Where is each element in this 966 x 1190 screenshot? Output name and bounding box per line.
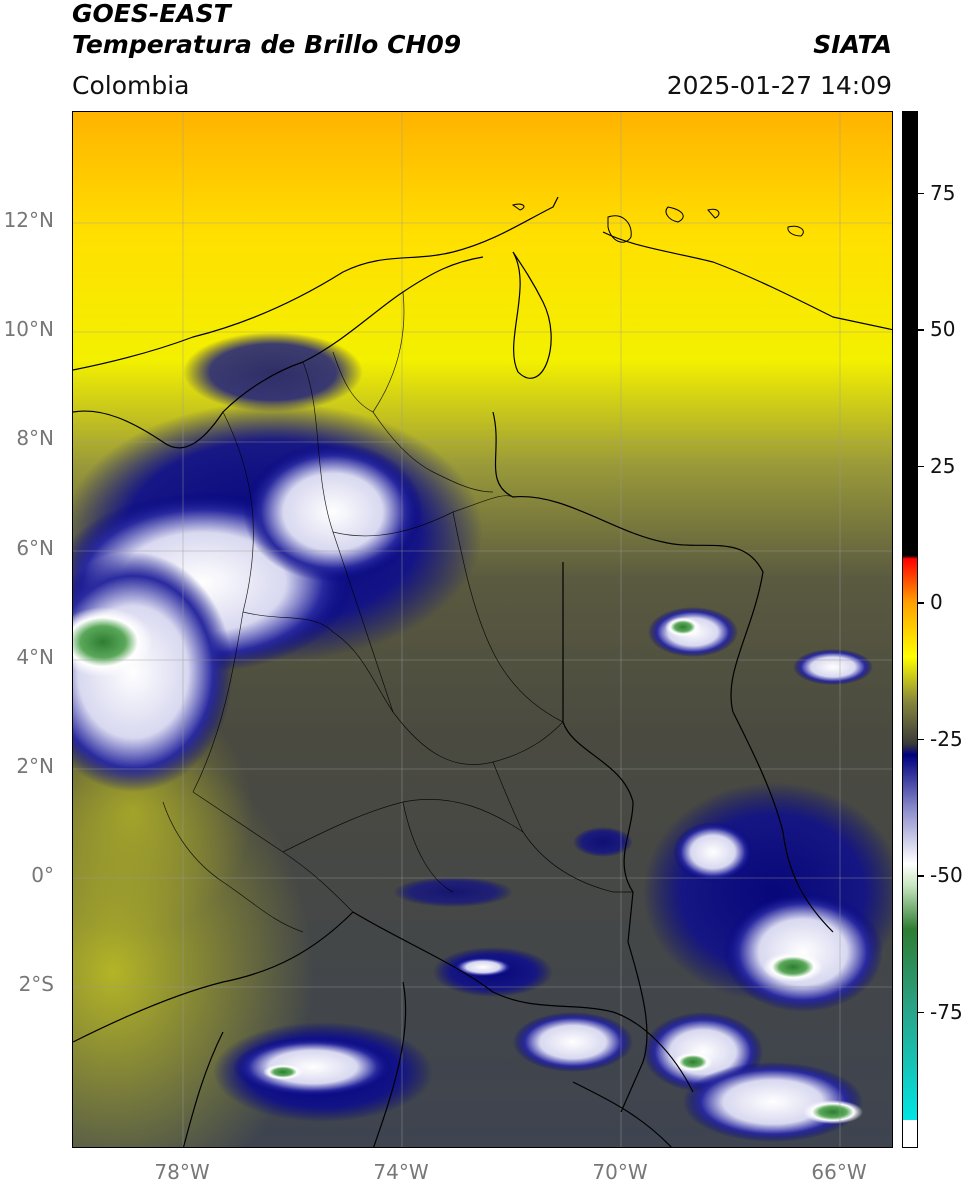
title-product: Temperatura de Brillo CH09 — [72, 30, 462, 59]
colorbar-tick-mark — [918, 192, 924, 195]
lon-label: 74°W — [373, 1160, 429, 1184]
lat-label: 2°N — [16, 753, 54, 778]
islands — [511, 203, 804, 243]
colorbar — [902, 111, 918, 1148]
timestamp: 2025-01-27 14:09 — [666, 71, 892, 100]
lat-label: 4°N — [16, 644, 54, 669]
country-borders — [73, 196, 892, 1147]
colorbar-tick-label: -75 — [930, 999, 963, 1024]
colorbar-tick-mark — [918, 329, 924, 331]
colorbar-tick-label: 25 — [930, 453, 956, 478]
colorbar-tick-label: 75 — [930, 180, 956, 205]
lat-label: 10°N — [3, 317, 54, 342]
lon-label: 66°W — [811, 1160, 867, 1184]
cloud-masses — [73, 332, 892, 1142]
lon-label: 70°W — [592, 1160, 648, 1184]
department-borders — [162, 291, 633, 933]
lat-label: 8°N — [16, 426, 54, 451]
title-satellite: GOES-EAST — [72, 0, 231, 28]
colorbar-tick-mark — [918, 875, 924, 877]
colorbar-tick-label: -25 — [930, 726, 963, 751]
colorbar-tick-mark — [918, 465, 924, 468]
colorbar-tick-label: -50 — [930, 863, 963, 888]
lat-label: 2°S — [18, 972, 54, 997]
satellite-map[interactable] — [72, 111, 893, 1148]
lat-label: 6°N — [16, 535, 54, 560]
colorbar-tick-label: 0 — [930, 590, 943, 615]
colorbar-tick-mark — [918, 602, 924, 604]
gridlines — [73, 112, 892, 1147]
lat-label: 12°N — [3, 208, 54, 233]
lat-label: 0° — [31, 863, 54, 888]
colorbar-tick-mark — [918, 738, 924, 741]
region-label: Colombia — [72, 71, 190, 100]
colorbar-tick-mark — [918, 1011, 924, 1014]
brand-label: SIATA — [813, 30, 892, 59]
colorbar-tick-label: 50 — [930, 317, 956, 342]
lon-label: 78°W — [154, 1160, 210, 1184]
